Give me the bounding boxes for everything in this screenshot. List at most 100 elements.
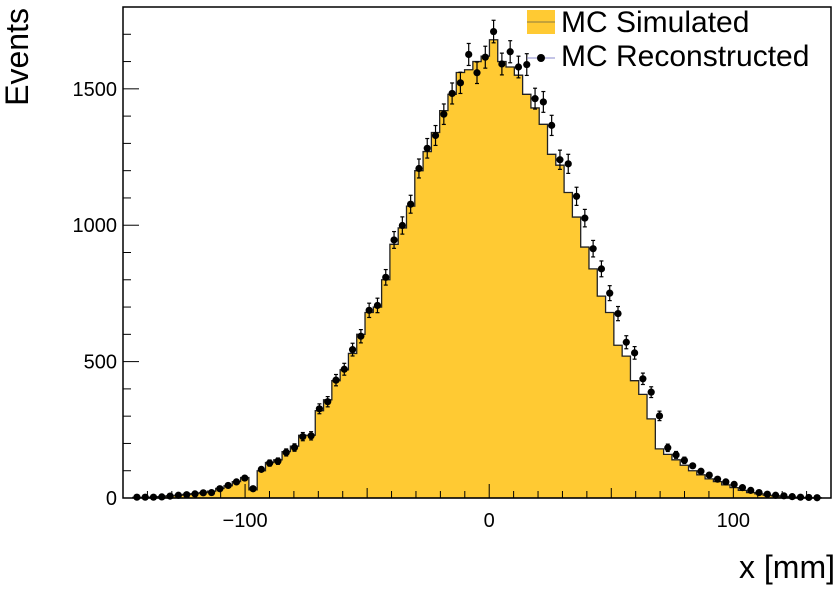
reconstructed-marker [249,485,257,493]
reconstructed-point [481,45,489,69]
reconstructed-point [299,431,307,442]
reconstructed-point [498,52,506,76]
reconstructed-marker [440,110,448,118]
reconstructed-marker [730,480,738,488]
reconstructed-point [282,448,290,457]
reconstructed-marker [664,444,672,452]
reconstructed-marker [755,488,763,497]
reconstructed-point [763,490,771,498]
reconstructed-point [655,410,664,422]
reconstructed-point [597,260,606,278]
x-tick-label: −100 [223,510,268,532]
reconstructed-point [398,216,406,235]
reconstructed-marker [415,164,423,173]
reconstructed-marker [523,60,531,69]
reconstructed-point [705,471,713,479]
reconstructed-marker [548,121,556,129]
reconstructed-marker [315,405,323,413]
reconstructed-marker [224,481,232,490]
reconstructed-point [796,493,805,501]
reconstructed-marker [680,456,688,464]
y-tick-label: 500 [84,352,117,374]
reconstructed-marker [340,365,348,373]
reconstructed-marker [498,60,506,68]
reconstructed-point [647,386,655,399]
reconstructed-marker [299,433,307,441]
reconstructed-point [456,71,465,95]
reconstructed-point [274,457,282,465]
reconstructed-point [257,465,265,473]
reconstructed-point [622,335,630,350]
reconstructed-marker [232,478,241,486]
reconstructed-point [614,305,622,322]
reconstructed-marker [373,301,382,310]
reconstructed-point [713,475,722,483]
reconstructed-marker [431,131,440,140]
reconstructed-point [149,493,158,501]
reconstructed-point [639,372,647,386]
x-axis-title: x [mm] [739,549,835,585]
reconstructed-marker [689,462,697,470]
reconstructed-point [158,493,166,501]
reconstructed-marker [473,69,481,77]
reconstructed-point [722,478,730,486]
reconstructed-point [631,345,639,360]
reconstructed-point [572,186,581,206]
simulated-histogram-area [132,39,822,499]
reconstructed-point [489,19,498,44]
reconstructed-marker [606,289,614,297]
reconstructed-marker [357,332,365,340]
reconstructed-marker [622,338,630,346]
reconstructed-point [266,459,274,467]
reconstructed-point [581,208,589,228]
reconstructed-marker [738,484,747,492]
reconstructed-marker [772,491,780,499]
reconstructed-marker [158,493,166,501]
reconstructed-point [431,124,440,147]
reconstructed-point [531,87,539,110]
reconstructed-point [465,42,473,67]
reconstructed-point [332,373,340,387]
reconstructed-marker [407,200,415,208]
reconstructed-marker [149,493,158,501]
reconstructed-marker [207,488,216,497]
reconstructed-marker [597,265,606,273]
reconstructed-marker [133,493,141,501]
reconstructed-marker [216,485,224,493]
reconstructed-marker [722,478,730,486]
reconstructed-point [788,493,796,501]
reconstructed-point [390,230,398,249]
reconstructed-marker [481,53,489,61]
reconstructed-point [680,456,688,465]
reconstructed-marker [183,491,191,499]
y-axis-title: Events [0,8,35,106]
reconstructed-point [232,478,241,486]
reconstructed-marker [614,310,622,318]
reconstructed-point [606,285,614,302]
reconstructed-point [174,491,182,499]
reconstructed-marker [423,144,431,152]
reconstructed-point [747,486,755,494]
reconstructed-marker [639,375,647,383]
reconstructed-marker [448,89,456,98]
legend-label-simulated: MC Simulated [561,6,749,39]
reconstructed-point [772,491,780,499]
reconstructed-point [348,342,357,357]
reconstructed-marker [655,412,664,420]
reconstructed-point [183,491,191,499]
reconstructed-marker [631,349,639,357]
reconstructed-point [307,431,315,441]
reconstructed-point [340,362,348,376]
x-tick-label: 0 [484,510,495,532]
reconstructed-marker [274,457,282,465]
reconstructed-marker [796,493,805,501]
reconstructed-point [473,61,481,85]
reconstructed-marker [539,98,547,106]
reconstructed-marker [348,346,357,354]
reconstructed-point [407,194,415,214]
reconstructed-point [548,114,556,137]
simulated-histogram [132,39,822,499]
y-tick-label: 0 [106,488,117,510]
y-tick-label: 1000 [73,215,118,237]
